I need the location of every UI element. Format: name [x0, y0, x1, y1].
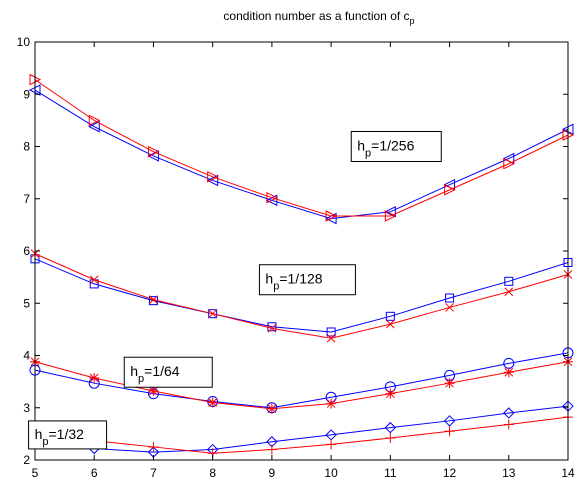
annotation-suffix: =1/256	[371, 138, 414, 154]
y-tick-label: 8	[23, 140, 30, 154]
x-tick-label: 14	[561, 466, 575, 480]
series-line	[35, 80, 568, 216]
series-5	[30, 357, 573, 414]
x-tick-label: 13	[502, 466, 516, 480]
y-tick-label: 2	[23, 453, 30, 467]
chart-title: condition number as a function of cp	[223, 9, 414, 26]
series-line	[35, 362, 568, 409]
data-point-asterisk	[385, 389, 395, 399]
x-tick-label: 6	[91, 466, 98, 480]
x-tick-label: 7	[150, 466, 157, 480]
y-tick-label: 9	[23, 87, 30, 101]
annotation-prefix: h	[35, 426, 43, 442]
annotation-suffix: =1/32	[48, 426, 84, 442]
y-tick-label: 3	[23, 401, 30, 415]
series-0	[30, 85, 573, 224]
data-point-plus	[267, 445, 277, 455]
data-point-plus	[385, 433, 395, 443]
series-line	[35, 353, 568, 408]
data-point-plus	[326, 439, 336, 449]
series-line	[35, 90, 568, 219]
annotation-prefix: h	[130, 363, 138, 379]
y-tick-label: 10	[17, 35, 31, 49]
x-tick-label: 10	[324, 466, 338, 480]
chart-title-main: condition number as a function of c	[223, 9, 409, 23]
data-point-asterisk	[267, 404, 277, 414]
axis-ticks: 5 6 7 8 9 10 11 12 13 14 2 3 4 5 6 7 8 9 10	[17, 35, 575, 480]
annotation-prefix: h	[265, 271, 273, 287]
y-tick-label: 4	[23, 349, 30, 363]
y-tick-label: 6	[23, 244, 30, 258]
y-tick-label: 7	[23, 192, 30, 206]
data-point-x	[386, 320, 394, 328]
data-point-asterisk	[326, 399, 336, 409]
series-6	[30, 401, 573, 457]
series-line	[35, 417, 568, 453]
series-7	[30, 412, 573, 458]
data-point-x	[505, 288, 513, 296]
annotation-label: hp=1/256	[351, 132, 441, 162]
x-tick-label: 8	[209, 466, 216, 480]
annotation-label: hp=1/64	[124, 357, 212, 387]
annotations: hp=1/256 hp=1/128 hp=1/64 hp=1/32	[29, 132, 442, 449]
data-point-asterisk	[89, 373, 99, 383]
annotation-label: hp=1/32	[29, 421, 107, 449]
series-1	[30, 75, 573, 221]
x-tick-label: 5	[32, 466, 39, 480]
x-tick-label: 9	[269, 466, 276, 480]
series-line	[35, 406, 568, 452]
data-point-asterisk	[445, 378, 455, 388]
data-point-plus	[445, 426, 455, 436]
annotation-prefix: h	[357, 138, 365, 154]
series-4	[30, 348, 573, 413]
y-tick-label: 5	[23, 296, 30, 310]
x-tick-label: 12	[443, 466, 457, 480]
x-tick-label: 11	[384, 466, 397, 480]
annotation-suffix: =1/64	[144, 363, 180, 379]
data-point-asterisk	[504, 367, 514, 377]
data-point-x	[446, 303, 454, 311]
axes-frame	[35, 42, 568, 460]
series-3	[31, 250, 572, 343]
data-point-asterisk	[208, 398, 218, 408]
data-point-x	[209, 310, 217, 318]
data-point-plus	[504, 419, 514, 429]
annotation-label: hp=1/128	[259, 265, 355, 295]
annotation-suffix: =1/128	[279, 271, 322, 287]
chart-title-subscript: p	[410, 16, 415, 26]
